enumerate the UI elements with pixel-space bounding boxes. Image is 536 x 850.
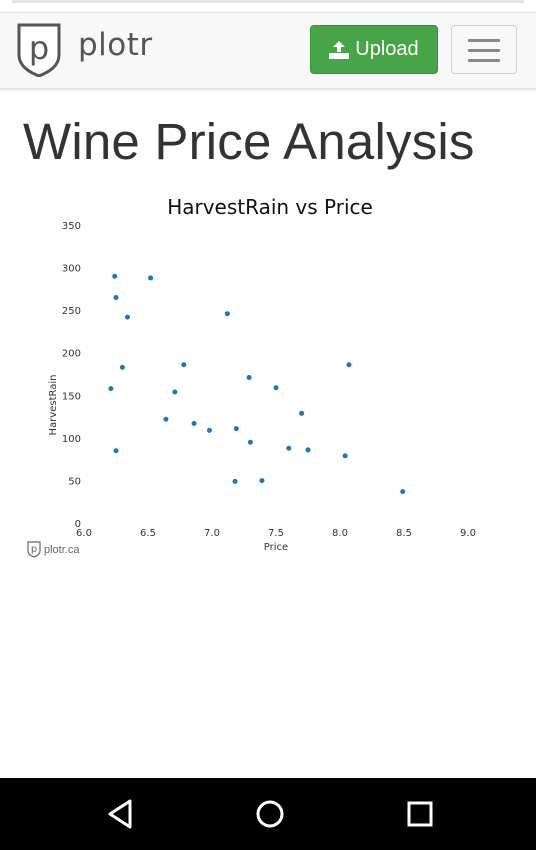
hamburger-menu-icon [468, 39, 500, 42]
y-tick-label: 350 [62, 221, 81, 232]
x-tick-label: 7.0 [204, 528, 220, 539]
svg-text:p: p [29, 29, 49, 67]
y-tick-label: 100 [62, 434, 81, 445]
back-icon[interactable] [103, 797, 137, 831]
data-point [113, 295, 119, 301]
data-point [148, 275, 154, 281]
data-point [125, 314, 131, 320]
plotr-watermark[interactable]: p plotr.ca [27, 541, 79, 558]
data-point [246, 375, 252, 381]
data-point [273, 385, 279, 391]
chart-title: HarvestRain vs Price [167, 195, 373, 219]
recents-icon[interactable] [403, 797, 437, 831]
svg-text:p: p [31, 544, 37, 555]
data-point [206, 427, 212, 433]
upload-label: Upload [355, 38, 419, 60]
x-tick-label: 8.0 [332, 528, 348, 539]
menu-toggle-button[interactable] [451, 25, 517, 74]
data-point [112, 273, 118, 279]
android-navigation-bar [0, 778, 536, 850]
brand-link[interactable]: p plotr [16, 21, 153, 77]
data-point [400, 489, 406, 495]
top-divider [12, 0, 524, 3]
data-point [342, 453, 348, 459]
x-tick-label: 9.0 [460, 528, 476, 539]
data-point [233, 426, 239, 432]
scatter-chart: HarvestRain vs Price 0 50 100 150 200 250 300 35… [48, 195, 476, 550]
data-point [172, 389, 178, 395]
plotr-small-logo-icon: p [27, 541, 41, 558]
x-tick-label: 7.5 [268, 528, 284, 539]
x-tick-label: 8.5 [396, 528, 412, 539]
page-title: Wine Price Analysis [23, 113, 475, 170]
data-point [286, 445, 292, 451]
data-point [224, 311, 230, 317]
brand-name: plotr [78, 27, 153, 63]
upload-button[interactable]: Upload [310, 25, 438, 74]
data-point [247, 439, 253, 445]
data-point [163, 416, 169, 422]
y-tick-label: 300 [62, 264, 81, 275]
data-point [181, 362, 187, 368]
y-tick-label: 50 [68, 476, 81, 487]
data-point [305, 447, 311, 453]
plotr-shield-logo-icon: p [17, 23, 61, 77]
y-tick-label: 200 [62, 349, 81, 360]
y-tick-label: 250 [62, 306, 81, 317]
watermark-text: plotr.ca [44, 543, 80, 556]
y-axis-label: HarvestRain [48, 375, 59, 436]
y-tick-label: 150 [62, 391, 81, 402]
data-point [108, 386, 114, 392]
home-icon[interactable] [253, 797, 287, 831]
data-point [191, 421, 197, 427]
navbar: p plotr Upload [0, 12, 536, 89]
x-axis-label: Price [264, 542, 288, 550]
data-point [232, 478, 238, 484]
data-point [113, 448, 119, 454]
x-tick-label: 6.0 [76, 528, 92, 539]
upload-icon [329, 40, 350, 59]
y-tick-label: 0 [75, 519, 81, 530]
data-point [119, 364, 125, 370]
data-point [299, 410, 305, 416]
data-point [346, 362, 352, 368]
x-tick-label: 6.5 [140, 528, 156, 539]
data-point [259, 478, 265, 484]
